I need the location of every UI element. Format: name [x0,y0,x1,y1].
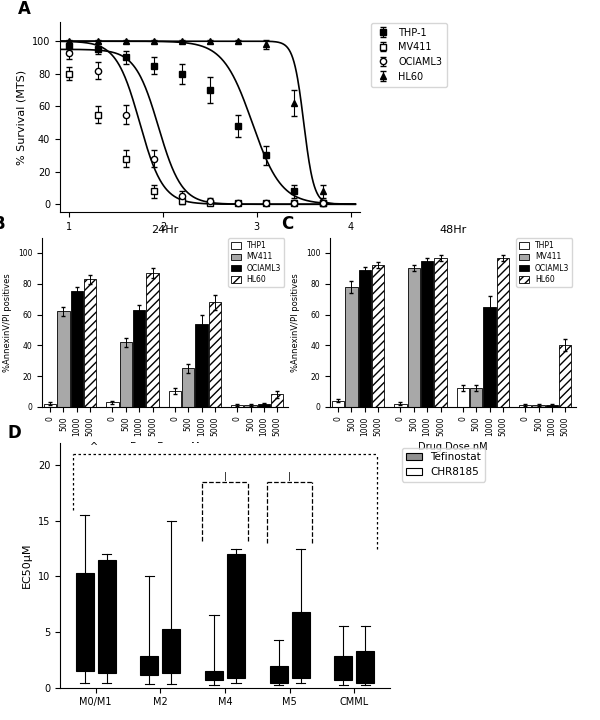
Bar [421,261,433,407]
Text: C: C [281,215,293,233]
Bar [345,287,358,407]
Bar [106,402,119,407]
Legend: Tefinostat, CHR8185: Tefinostat, CHR8185 [402,448,485,482]
Bar [497,258,509,407]
Bar [434,258,446,407]
Text: |: | [224,472,226,481]
Text: D: D [7,424,21,442]
Bar [169,392,181,407]
Bar [372,265,384,407]
PathPatch shape [356,651,374,683]
PathPatch shape [98,559,116,673]
X-axis label: Drug Dose nM: Drug Dose nM [418,441,488,451]
Bar [519,405,532,407]
Bar [196,324,208,407]
Y-axis label: EC50μM: EC50μM [22,542,32,588]
Bar [182,369,194,407]
Bar [407,269,420,407]
Title: 24Hr: 24Hr [151,225,179,235]
Bar [470,388,482,407]
Bar [457,388,469,407]
Bar [57,312,70,407]
PathPatch shape [76,573,94,671]
PathPatch shape [162,629,181,673]
Bar [209,302,221,407]
Text: B: B [0,215,5,233]
Bar [546,405,558,407]
Bar [133,310,145,407]
Text: ^: ^ [90,442,98,452]
X-axis label: Drug Dose nM: Drug Dose nM [130,441,200,451]
Bar [258,404,270,407]
Bar [71,292,83,407]
Y-axis label: %AnnexinV/PI positives: %AnnexinV/PI positives [3,273,12,372]
Bar [532,405,545,407]
Legend: THP1, MV411, OCIAML3, HL60: THP1, MV411, OCIAML3, HL60 [229,238,284,287]
PathPatch shape [269,667,288,683]
Text: A: A [18,0,31,18]
PathPatch shape [334,657,352,680]
Bar [394,404,407,407]
Bar [271,395,283,407]
Bar [359,270,371,407]
Bar [84,279,96,407]
PathPatch shape [227,554,245,678]
Bar [332,400,344,407]
Bar [231,405,244,407]
Y-axis label: % Survival (MTS): % Survival (MTS) [16,69,26,165]
Bar [119,342,132,407]
Legend: THP-1, MV411, OCIAML3, HL60: THP-1, MV411, OCIAML3, HL60 [371,22,447,87]
Text: |: | [288,472,291,481]
Bar [146,273,158,407]
Bar [559,346,571,407]
Bar [484,307,496,407]
PathPatch shape [140,657,158,675]
Title: 48Hr: 48Hr [439,225,467,235]
X-axis label: LogDose (nM): LogDose (nM) [172,238,248,248]
PathPatch shape [205,671,223,680]
PathPatch shape [292,612,310,678]
Legend: THP1, MV411, OCIAML3, HL60: THP1, MV411, OCIAML3, HL60 [517,238,572,287]
Bar [244,405,257,407]
Y-axis label: %AnnexinV/PI positives: %AnnexinV/PI positives [291,273,300,372]
Bar [44,404,56,407]
